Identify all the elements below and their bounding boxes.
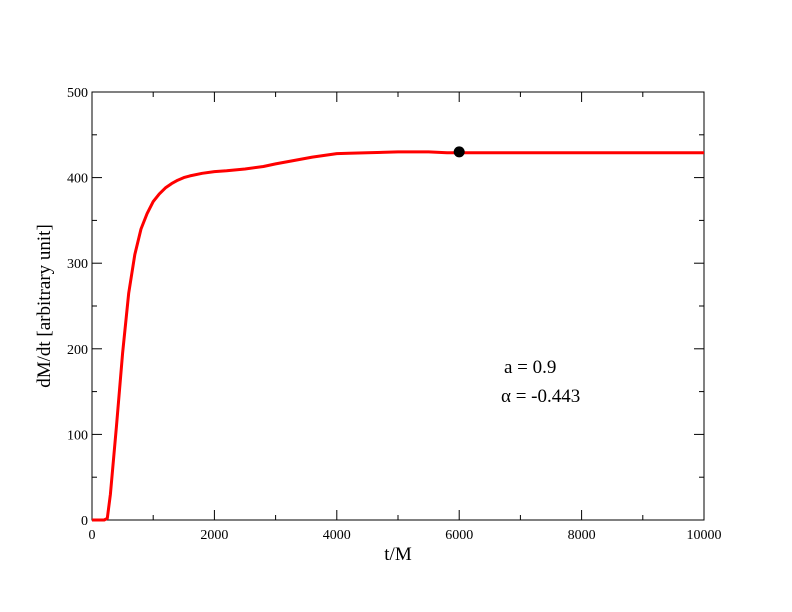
marker-point xyxy=(453,146,465,158)
x-tick-label: 2000 xyxy=(200,528,228,543)
y-axis-label: dM/dt [arbitrary unit] xyxy=(34,224,55,388)
x-tick-label: 8000 xyxy=(568,528,596,543)
y-tick-label: 400 xyxy=(67,172,88,187)
axis-ticks xyxy=(91,91,705,521)
y-tick-label: 300 xyxy=(67,257,88,272)
y-tick-label: 500 xyxy=(67,86,88,101)
plot-frame xyxy=(91,91,705,521)
x-tick-label: 4000 xyxy=(323,528,351,543)
y-tick-label: 0 xyxy=(81,514,88,529)
series-line xyxy=(92,150,704,522)
tick-labels: 0 2000 4000 6000 8000 10000 0 100 200 300 400 500 xyxy=(67,86,722,543)
x-tick-label: 0 xyxy=(89,528,96,543)
annotation-a: a = 0.9 xyxy=(504,357,556,378)
annotation-alpha: α = -0.443 xyxy=(501,386,580,407)
y-tick-label: 200 xyxy=(67,343,88,358)
x-axis-label: t/M xyxy=(384,544,412,565)
x-tick-label: 10000 xyxy=(687,528,722,543)
y-tick-label: 100 xyxy=(67,428,88,443)
x-tick-label: 6000 xyxy=(445,528,473,543)
